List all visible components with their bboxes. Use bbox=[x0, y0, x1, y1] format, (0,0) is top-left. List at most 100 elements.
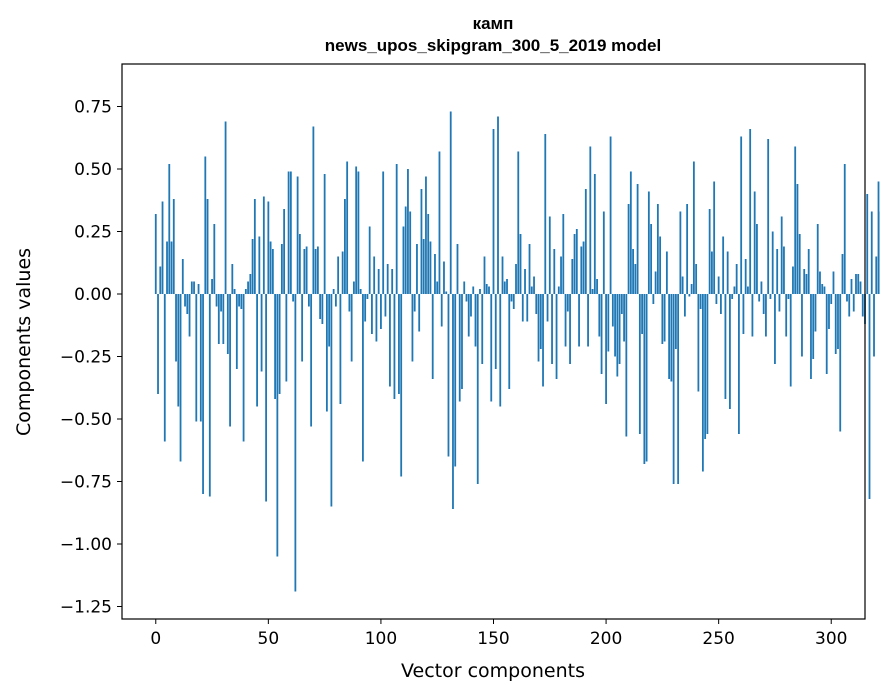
bar-273 bbox=[769, 294, 772, 299]
bar-282 bbox=[789, 294, 792, 387]
bar-183 bbox=[566, 294, 569, 312]
bar-274 bbox=[771, 231, 774, 294]
bar-251 bbox=[720, 294, 722, 314]
bar-171 bbox=[539, 294, 542, 349]
bar-85 bbox=[346, 161, 349, 294]
chart-title: камп bbox=[473, 14, 514, 33]
bar-17 bbox=[193, 281, 195, 294]
bar-177 bbox=[553, 249, 556, 294]
bar-311 bbox=[855, 274, 857, 294]
bar-241 bbox=[697, 294, 700, 392]
bar-176 bbox=[551, 294, 553, 364]
y-tick-label: −1.25 bbox=[60, 598, 112, 618]
bar-181 bbox=[562, 214, 565, 294]
bar-262 bbox=[744, 259, 747, 294]
bar-132 bbox=[452, 294, 454, 509]
bar-21 bbox=[202, 294, 204, 494]
bar-84 bbox=[344, 199, 346, 294]
bar-109 bbox=[400, 294, 403, 477]
bar-218 bbox=[645, 294, 648, 462]
bar-162 bbox=[519, 234, 522, 294]
bar-266 bbox=[753, 191, 756, 294]
y-tick-label: 0.75 bbox=[74, 98, 112, 118]
bar-197 bbox=[598, 294, 601, 337]
bar-150 bbox=[492, 129, 495, 294]
bar-121 bbox=[427, 214, 430, 294]
bar-102 bbox=[384, 294, 387, 317]
bar-114 bbox=[411, 294, 414, 362]
bar-240 bbox=[695, 264, 698, 294]
bar-56 bbox=[280, 244, 283, 294]
bar-289 bbox=[805, 274, 808, 294]
bar-35 bbox=[233, 289, 236, 294]
bar-199 bbox=[602, 211, 605, 294]
bar-312 bbox=[857, 274, 860, 294]
bar-72 bbox=[316, 246, 319, 294]
bar-281 bbox=[787, 294, 790, 299]
bar-219 bbox=[647, 191, 650, 294]
x-tick-label: 300 bbox=[815, 629, 847, 649]
bar-11 bbox=[179, 294, 182, 462]
bar-227 bbox=[665, 251, 668, 294]
bar-22 bbox=[204, 156, 207, 294]
bar-265 bbox=[751, 294, 754, 337]
bar-117 bbox=[418, 294, 421, 332]
bar-147 bbox=[485, 284, 488, 294]
bar-161 bbox=[517, 151, 520, 294]
bar-256 bbox=[731, 294, 734, 299]
bar-133 bbox=[454, 294, 457, 467]
bar-258 bbox=[735, 264, 738, 294]
bar-97 bbox=[373, 256, 376, 294]
bar-298 bbox=[825, 294, 828, 374]
bar-99 bbox=[377, 269, 380, 294]
bar-206 bbox=[618, 294, 621, 364]
bar-295 bbox=[819, 271, 821, 294]
bar-226 bbox=[663, 294, 666, 342]
bar-236 bbox=[686, 204, 689, 294]
bar-173 bbox=[544, 134, 547, 294]
bar-45 bbox=[256, 294, 258, 407]
bar-65 bbox=[301, 294, 304, 362]
bar-82 bbox=[339, 294, 342, 404]
bar-146 bbox=[483, 256, 486, 294]
bar-18 bbox=[195, 294, 198, 422]
bar-243 bbox=[701, 294, 704, 472]
bar-104 bbox=[389, 294, 391, 387]
bar-152 bbox=[497, 116, 499, 294]
bar-159 bbox=[512, 294, 515, 309]
bar-24 bbox=[208, 294, 211, 497]
bar-73 bbox=[319, 294, 322, 319]
bar-304 bbox=[839, 294, 842, 432]
bar-16 bbox=[190, 281, 193, 294]
bar-222 bbox=[654, 271, 657, 294]
bar-57 bbox=[283, 209, 286, 294]
bar-229 bbox=[670, 294, 673, 382]
bar-78 bbox=[330, 294, 333, 507]
bar-213 bbox=[634, 264, 637, 294]
bar-280 bbox=[785, 294, 788, 337]
bar-201 bbox=[607, 294, 610, 352]
bar-170 bbox=[537, 294, 540, 362]
bar-271 bbox=[765, 294, 767, 337]
bar-142 bbox=[474, 294, 477, 347]
x-tick-label: 150 bbox=[477, 629, 509, 649]
bar-1 bbox=[157, 294, 159, 394]
bar-286 bbox=[798, 234, 801, 294]
bar-14 bbox=[186, 294, 189, 314]
bar-225 bbox=[661, 294, 664, 344]
bar-43 bbox=[251, 239, 254, 294]
bar-193 bbox=[589, 146, 592, 294]
bar-228 bbox=[668, 294, 671, 379]
bar-221 bbox=[652, 294, 655, 304]
bar-7 bbox=[170, 241, 173, 294]
bar-0 bbox=[154, 214, 157, 294]
bar-299 bbox=[828, 294, 830, 329]
y-axis: 0.75 0.50 0.25 0.00 −0.25 −0.50 −0.75 −1.00 −1.2… bbox=[60, 98, 122, 618]
bar-4 bbox=[163, 294, 166, 442]
y-tick-label: 0.50 bbox=[74, 160, 112, 180]
bar-125 bbox=[436, 281, 439, 294]
bar-98 bbox=[375, 294, 378, 342]
bar-112 bbox=[407, 169, 409, 294]
bar-126 bbox=[438, 151, 441, 294]
